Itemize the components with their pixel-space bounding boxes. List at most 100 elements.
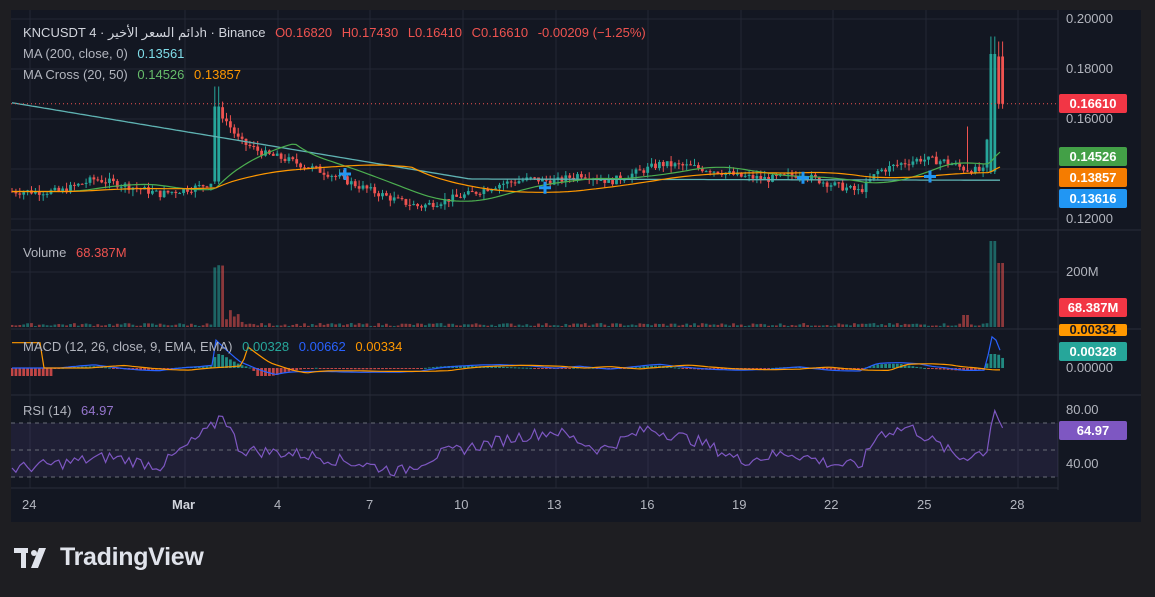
- volume-bar: [76, 325, 80, 327]
- candle-body: [564, 175, 568, 182]
- macd-hist-bar: [357, 368, 361, 370]
- volume-bar: [829, 325, 833, 327]
- volume-bar: [899, 325, 903, 327]
- macd-hist-bar: [907, 365, 911, 368]
- volume-bar: [287, 325, 291, 327]
- macd-hist-bar: [22, 368, 26, 376]
- candle-body: [864, 181, 868, 193]
- macd-hist-bar: [685, 368, 689, 369]
- candle-body: [41, 194, 45, 196]
- macd-hist-bar: [892, 363, 895, 368]
- macd-hist-bar: [217, 354, 221, 368]
- macd-hist-bar: [502, 366, 505, 368]
- volume-bar: [455, 325, 458, 327]
- volume-bar: [22, 324, 26, 327]
- volume-bar: [556, 325, 560, 327]
- ma-slow-line: [12, 164, 1001, 193]
- macd-hist-bar: [759, 368, 763, 369]
- volume-bar: [541, 325, 544, 327]
- volume-bar: [872, 323, 876, 327]
- volume-bar: [236, 314, 240, 327]
- volume-bar: [322, 324, 326, 327]
- candle-body: [552, 179, 556, 185]
- candle-body: [463, 194, 466, 198]
- candle-body: [899, 163, 903, 165]
- macd-hist-bar: [911, 366, 915, 368]
- macd-hist-bar: [349, 368, 353, 370]
- candle-body: [119, 186, 123, 188]
- volume-bar: [802, 323, 806, 327]
- volume-bar: [326, 323, 330, 327]
- macd-hist-bar: [505, 367, 509, 369]
- macd-hist-bar: [346, 368, 349, 370]
- chart-canvas[interactable]: [11, 10, 1141, 522]
- volume-bar: [845, 324, 848, 327]
- tradingview-logo[interactable]: TradingView: [14, 543, 204, 572]
- volume-bar: [361, 324, 365, 327]
- candle-body: [330, 175, 334, 177]
- volume-bar: [903, 323, 907, 327]
- candle-body: [576, 174, 579, 179]
- macd-hist-bar: [377, 368, 380, 370]
- macd-hist-bar: [825, 368, 829, 370]
- volume-bar: [252, 324, 256, 327]
- candle-body: [127, 183, 131, 190]
- volume-bar: [704, 323, 708, 327]
- candle-body: [65, 188, 68, 193]
- macd-hist-bar: [330, 368, 334, 369]
- candle-body: [431, 202, 435, 207]
- macd-hist-bar: [985, 363, 989, 368]
- macd-hist-bar: [763, 368, 767, 369]
- volume-bar: [123, 323, 127, 327]
- candle-body: [505, 181, 509, 184]
- volume-bar: [147, 323, 150, 327]
- volume-bar: [443, 325, 447, 327]
- candle-body: [568, 175, 572, 178]
- candle-body: [712, 171, 716, 173]
- candle-body: [950, 164, 954, 166]
- macd-hist-bar: [669, 366, 673, 368]
- volume-bar: [907, 324, 911, 327]
- ma-legend: MA (200, close, 0) 0.13561: [23, 46, 190, 61]
- candle-body: [353, 181, 357, 187]
- candle-body: [435, 205, 439, 207]
- macd-hist-bar: [494, 366, 497, 368]
- macd-hist-bar: [638, 366, 642, 368]
- candle-body: [892, 164, 895, 167]
- volume-bar: [693, 323, 696, 327]
- macd-hist-bar: [895, 363, 899, 368]
- candle-body: [790, 173, 794, 176]
- volume-bar: [927, 325, 930, 327]
- macd-hist-bar: [369, 368, 373, 370]
- candle-body: [997, 56, 1001, 104]
- chart-frame[interactable]: [11, 10, 1141, 522]
- volume-bar: [73, 323, 76, 327]
- volume-bar: [18, 325, 22, 327]
- macd-hist-bar: [334, 368, 338, 369]
- candle-body: [18, 193, 22, 195]
- macd-hist-bar: [942, 368, 946, 370]
- volume-bar: [178, 323, 182, 327]
- macd-hist-bar: [681, 368, 685, 369]
- ma200-line: [11, 102, 1000, 181]
- volume-bar: [256, 325, 260, 327]
- macd-hist-bar: [256, 368, 260, 376]
- macd-hist-bar: [868, 366, 872, 368]
- volume-bar: [580, 324, 583, 327]
- macross-fast: 0.14526: [137, 67, 185, 82]
- macd-hist-bar: [888, 363, 891, 368]
- volume-bar: [895, 323, 899, 327]
- macd-hist-bar: [747, 368, 751, 369]
- macd-hist-bar: [45, 368, 49, 376]
- candle-body: [665, 161, 669, 167]
- macd-hist-bar: [529, 367, 533, 369]
- macd-hist-bar: [307, 368, 310, 369]
- candle-body: [486, 189, 490, 192]
- macd-hist-bar: [225, 357, 228, 368]
- volume-bar: [911, 323, 915, 327]
- candle-body: [689, 164, 692, 166]
- volume-bar: [767, 325, 770, 327]
- candle-body: [513, 182, 517, 184]
- volume-bar: [665, 325, 669, 327]
- macd-hist-bar: [11, 368, 14, 376]
